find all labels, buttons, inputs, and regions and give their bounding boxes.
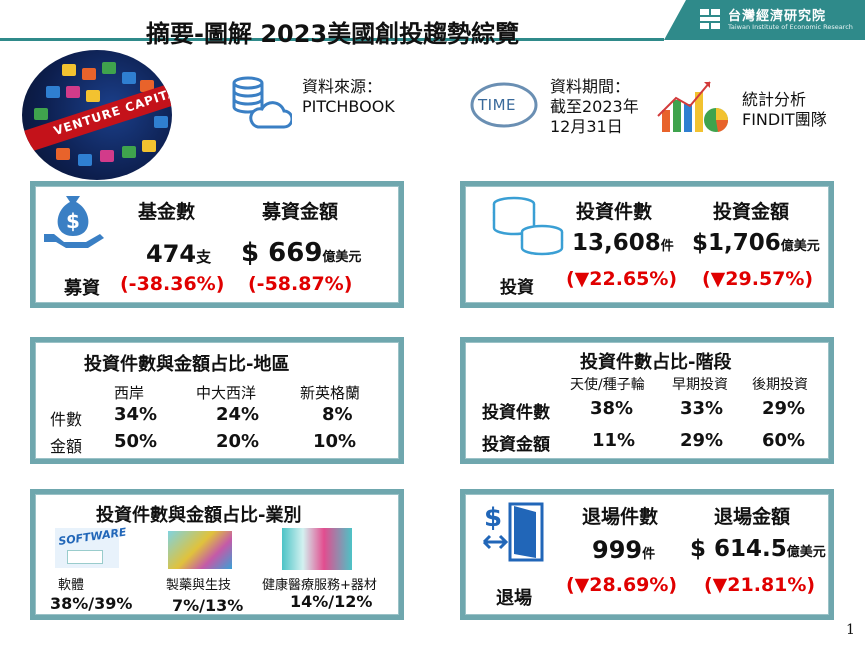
region-panel <box>30 337 404 464</box>
stage-amount-late: 60% <box>762 430 806 451</box>
page-number: 1 <box>846 622 855 638</box>
header-rule <box>0 38 664 41</box>
page-title: 摘要-圖解 2023美國創投趨勢綜覽 <box>146 20 520 48</box>
region-col-west: 西岸 <box>114 384 145 402</box>
healthcare-image <box>282 528 352 570</box>
investment-amount-header: 投資金額 <box>713 201 790 223</box>
stage-row-amount-label: 投資金額 <box>482 435 550 455</box>
stage-col-late: 後期投資 <box>752 377 808 393</box>
stage-col-seed: 天使/種子輪 <box>570 377 645 393</box>
fundraising-amount-change: (-58.87%) <box>248 273 353 295</box>
stage-amount-seed: 11% <box>592 430 636 451</box>
investment-count-unit: 件 <box>660 239 674 254</box>
stage-panel <box>460 337 834 464</box>
time-badge-label: TIME <box>478 96 517 114</box>
exit-amount-unit: 億美元 <box>786 545 826 560</box>
investment-row-label: 投資 <box>500 278 534 298</box>
stage-count-seed: 38% <box>590 398 634 419</box>
coin-stack-icon <box>492 196 564 256</box>
investment-amount-unit: 億美元 <box>780 239 820 254</box>
region-col-new-england: 新英格蘭 <box>300 384 361 402</box>
exit-count-change: (▼28.69%) <box>566 574 678 596</box>
funds-count-value: 474 <box>146 240 197 268</box>
fundraising-amount-unit: 億美元 <box>322 250 362 265</box>
period-date: 12月31日 <box>550 117 623 136</box>
funds-count-unit: 支 <box>196 248 212 266</box>
stage-title: 投資件數占比-階段 <box>580 352 732 373</box>
venture-capital-image: VENTURE CAPITAL <box>22 50 172 180</box>
industry-software-value: 38%/39% <box>50 594 133 613</box>
time-badge-icon <box>470 82 538 128</box>
exit-count-header: 退場件數 <box>582 506 659 528</box>
investment-count-header: 投資件數 <box>576 201 653 223</box>
exit-count-value: 999 <box>592 536 643 564</box>
region-count-new-england: 8% <box>322 404 353 425</box>
industry-pharma-value: 7%/13% <box>172 596 244 615</box>
software-image: SOFTWARE <box>55 526 127 568</box>
region-row-amount-label: 金額 <box>50 437 83 456</box>
investment-amount-value: $1,706 <box>692 230 781 256</box>
stage-row-count-label: 投資件數 <box>482 403 550 423</box>
svg-text:$: $ <box>484 503 502 533</box>
exit-amount-header: 退場金額 <box>714 506 791 528</box>
region-amount-mid-atlantic: 20% <box>216 431 260 452</box>
region-count-mid-atlantic: 24% <box>216 404 260 425</box>
investment-count-value: 13,608 <box>572 230 661 256</box>
svg-text:$: $ <box>66 209 80 233</box>
industry-title: 投資件數與金額占比-業別 <box>96 505 302 526</box>
analysis-team: FINDIT團隊 <box>742 110 827 129</box>
money-bag-hand-icon: $ <box>44 196 104 248</box>
funds-count-change: (-38.36%) <box>120 273 225 295</box>
region-count-west: 34% <box>114 404 158 425</box>
industry-pharma-label: 製藥與生技 <box>166 578 232 593</box>
software-image-label: SOFTWARE <box>57 525 128 548</box>
stage-count-early: 33% <box>680 398 724 419</box>
stage-col-early: 早期投資 <box>672 377 728 393</box>
region-title: 投資件數與金額占比-地區 <box>84 354 290 375</box>
period-label: 資料期間： <box>550 77 631 96</box>
tier-logo-icon <box>700 9 720 29</box>
period-year: 截至2023年 <box>550 97 639 116</box>
fundraising-amount-header: 募資金額 <box>262 201 339 223</box>
investment-count-change: (▼22.65%) <box>566 268 678 290</box>
stage-amount-early: 29% <box>680 430 724 451</box>
source-value: PITCHBOOK <box>302 97 395 116</box>
fundraising-row-label: 募資 <box>64 278 100 299</box>
exit-count-unit: 件 <box>642 547 656 562</box>
investment-amount-change: (▼29.57%) <box>702 268 814 290</box>
fundraising-amount-value: $ 669 <box>241 238 323 268</box>
exit-amount-change: (▼21.81%) <box>704 574 816 596</box>
org-name-en: Taiwan Institute of Economic Research <box>728 23 853 31</box>
region-col-mid-atlantic: 中大西洋 <box>196 384 257 402</box>
pharma-image <box>168 531 232 569</box>
industry-healthcare-label: 健康醫療服務+器材 <box>262 578 377 593</box>
exit-row-label: 退場 <box>496 588 532 609</box>
industry-software-label: 軟體 <box>58 578 85 593</box>
analytics-chart-icon <box>657 81 729 132</box>
exit-amount-value: $ 614.5 <box>690 536 787 562</box>
source-label: 資料來源： <box>302 77 383 96</box>
stage-count-late: 29% <box>762 398 806 419</box>
region-amount-new-england: 10% <box>313 431 357 452</box>
region-amount-west: 50% <box>114 431 158 452</box>
funds-count-header: 基金數 <box>138 201 196 223</box>
exit-door-icon: $ <box>482 502 544 562</box>
analysis-label: 統計分析 <box>742 90 807 109</box>
database-cloud-icon <box>232 76 292 129</box>
header-banner <box>664 0 865 40</box>
org-name: 台灣經濟研究院 <box>728 9 827 24</box>
region-row-count-label: 件數 <box>50 410 83 429</box>
industry-healthcare-value: 14%/12% <box>290 592 373 611</box>
